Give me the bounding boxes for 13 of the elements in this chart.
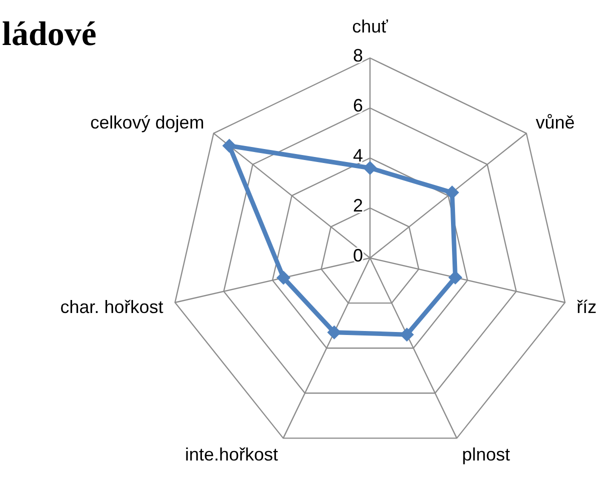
y-tick-label: 6 — [352, 96, 363, 116]
y-tick-label: 0 — [352, 246, 363, 266]
spoke-label: inte.hořkost — [184, 444, 278, 465]
spoke-label: plnost — [462, 444, 510, 465]
spoke-label: char. hořkost — [60, 296, 164, 317]
spoke-label: říz — [576, 296, 597, 317]
spoke-label: vůně — [536, 112, 575, 132]
y-tick-label: 4 — [352, 146, 363, 166]
y-tick-label: 2 — [352, 196, 363, 216]
spoke-label: celkový dojem — [90, 112, 204, 132]
y-tick-label: 8 — [352, 46, 363, 66]
spoke-label: chuť — [352, 16, 388, 36]
chart-title: ládové — [2, 16, 96, 53]
